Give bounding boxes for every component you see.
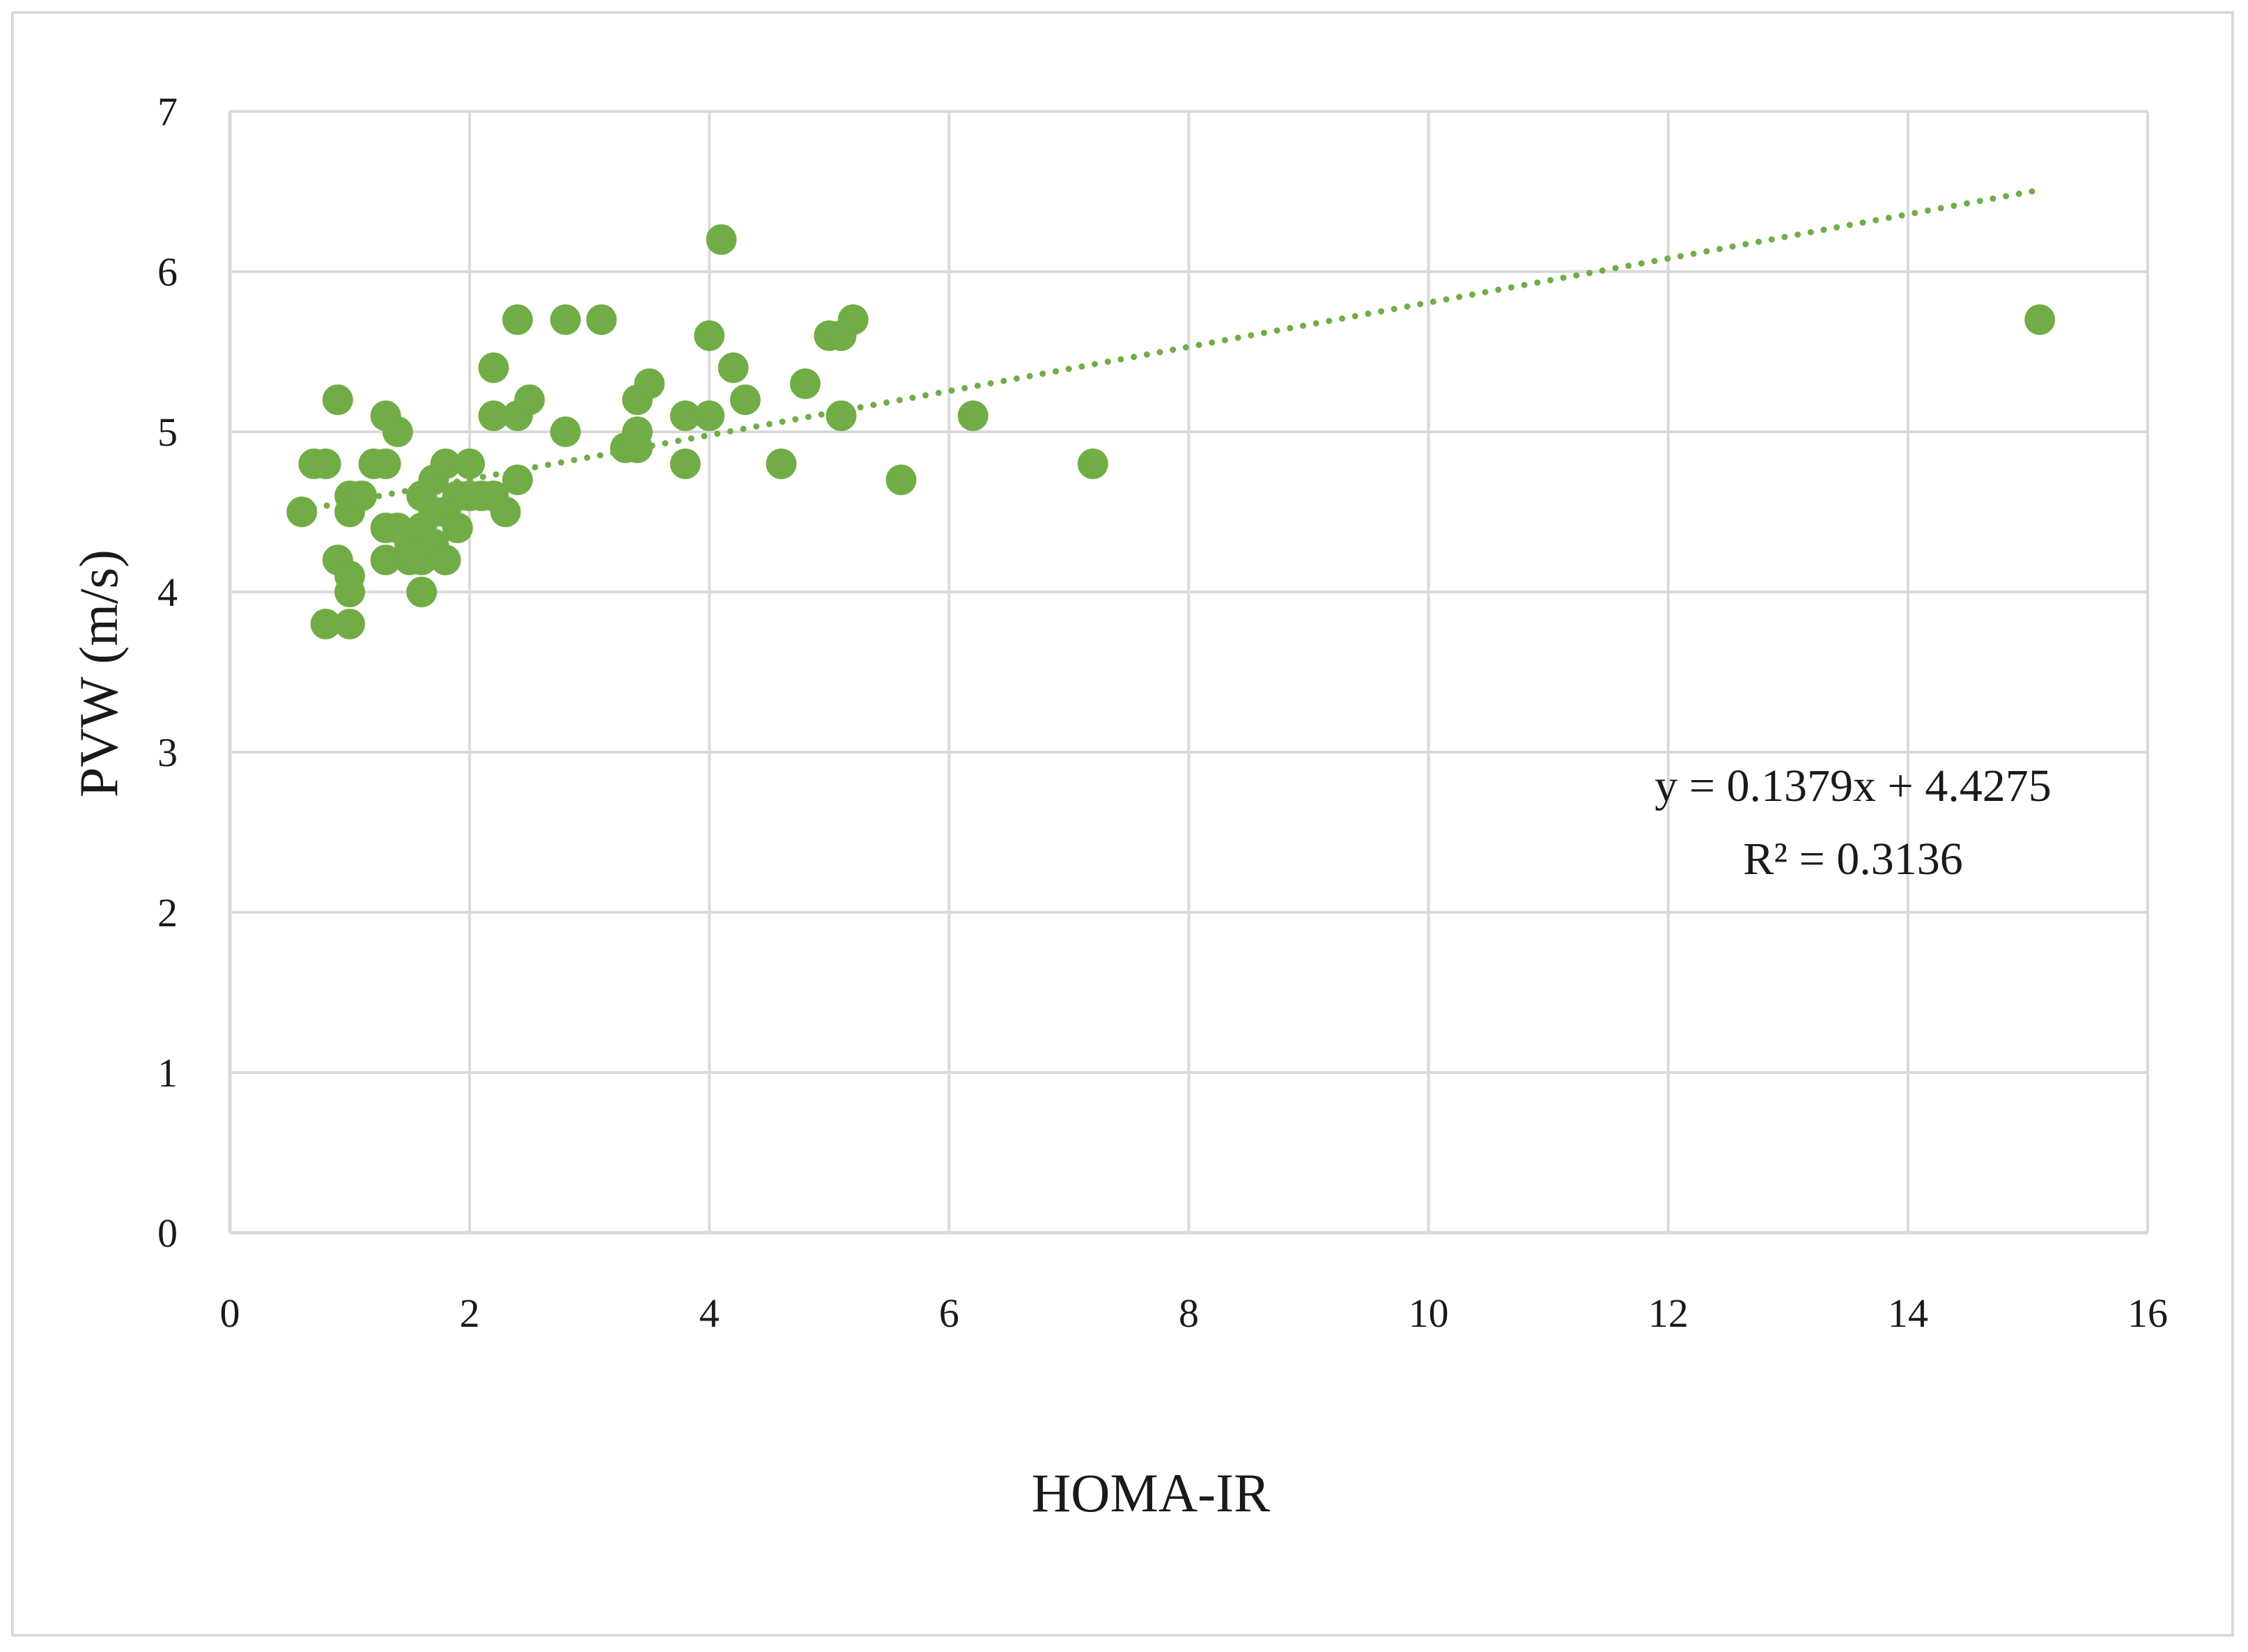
data-point: [382, 416, 413, 447]
data-point: [718, 352, 749, 383]
y-tick-label: 2: [157, 890, 178, 935]
data-point: [1077, 449, 1108, 479]
x-tick-label: 2: [460, 1291, 480, 1336]
y-tick-label: 5: [157, 410, 178, 455]
trendline-r-squared: R² = 0.3136: [1743, 834, 1963, 885]
data-point: [550, 416, 581, 447]
data-point: [694, 400, 725, 431]
gridlines: [230, 110, 2149, 1233]
data-point: [430, 545, 461, 575]
data-point: [729, 384, 761, 415]
y-tick-label: 1: [157, 1050, 178, 1096]
data-point: [502, 465, 533, 495]
data-point: [310, 449, 341, 479]
x-tick-label: 12: [1648, 1291, 1689, 1336]
data-point: [634, 368, 665, 399]
data-point: [490, 497, 521, 527]
data-point: [442, 513, 473, 543]
data-point: [825, 400, 857, 431]
x-tick-label: 10: [1409, 1291, 1449, 1336]
trendline-group: [310, 187, 2043, 511]
data-point: [370, 449, 401, 479]
data-point: [430, 449, 461, 479]
y-tick-label: 6: [157, 249, 178, 295]
x-tick-label: 8: [1179, 1291, 1199, 1336]
y-axis-title: PVW (m/s): [68, 550, 129, 797]
data-point: [346, 481, 378, 511]
data-point: [837, 304, 869, 335]
trendline: [310, 187, 2043, 511]
data-point: [454, 449, 486, 479]
y-tick-label: 0: [157, 1210, 178, 1256]
data-point: [622, 416, 653, 447]
data-point: [322, 384, 353, 415]
trendline-equation: y = 0.1379x + 4.4275: [1654, 761, 2051, 811]
data-point: [478, 352, 509, 383]
x-tick-label: 0: [220, 1291, 240, 1336]
data-point: [669, 400, 701, 431]
y-tick-label: 4: [157, 570, 178, 615]
x-tick-label: 6: [939, 1291, 959, 1336]
chart-frame: [11, 11, 2234, 1637]
x-tick-label: 16: [2127, 1291, 2168, 1336]
data-point: [334, 609, 366, 639]
data-point: [789, 368, 821, 399]
data-point: [957, 400, 989, 431]
x-axis-title: HOMA-IR: [1032, 1463, 1270, 1523]
x-tick-label: 4: [699, 1291, 720, 1336]
data-point: [766, 449, 797, 479]
x-tick-label: 14: [1888, 1291, 1928, 1336]
data-point: [370, 545, 401, 575]
data-point: [550, 304, 581, 335]
data-point: [406, 577, 437, 607]
data-point: [502, 304, 533, 335]
y-tick-label: 7: [157, 89, 178, 134]
data-point: [706, 224, 737, 255]
data-point: [885, 465, 917, 495]
data-point: [334, 561, 366, 591]
data-point: [310, 609, 341, 639]
data-point: [478, 400, 509, 431]
axes: [228, 111, 2148, 1235]
data-point: [514, 384, 545, 415]
data-points: [286, 224, 2056, 639]
y-tick-label: 3: [157, 730, 178, 775]
data-point: [2024, 304, 2056, 335]
data-point: [286, 497, 318, 527]
data-point: [694, 320, 725, 351]
data-point: [669, 449, 701, 479]
data-point: [586, 304, 617, 335]
